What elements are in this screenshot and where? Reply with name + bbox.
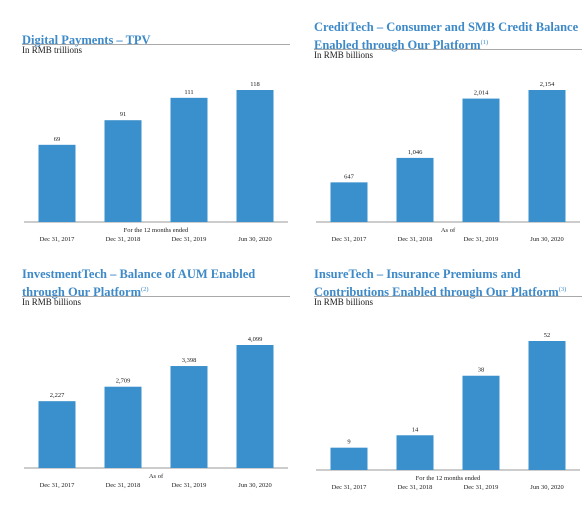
bar xyxy=(104,120,142,222)
tick-label: Dec 31, 2018 xyxy=(106,482,141,489)
bar-chart: 69 Dec 31, 2017 91 Dec 31, 2018 111 Dec 31, 2… xyxy=(24,81,288,243)
bar xyxy=(330,447,368,470)
tick-label: Jun 30, 2020 xyxy=(238,236,271,243)
bar xyxy=(104,386,142,468)
tick-label: Dec 31, 2019 xyxy=(172,236,207,243)
panel-credittech: CreditTech – Consumer and SMB Credit Bal… xyxy=(314,18,584,268)
unit-label: In RMB billions xyxy=(314,50,374,60)
bar xyxy=(462,375,500,470)
tick-label: Jun 30, 2020 xyxy=(530,484,563,491)
data-label: 2,227 xyxy=(50,392,65,399)
chart-title-text: Digital Payments – TPV xyxy=(22,33,151,48)
bar xyxy=(236,345,274,468)
data-label: 69 xyxy=(54,136,61,143)
bar xyxy=(170,366,208,468)
title-footnote: (2) xyxy=(140,286,149,293)
tick-label: Jun 30, 2020 xyxy=(238,482,271,489)
panel-insuretech: InsureTech – Insurance Premiums and Cont… xyxy=(314,265,584,515)
title-rule xyxy=(314,49,582,50)
bar xyxy=(528,341,566,470)
chart-title-text: InsureTech – Insurance Premiums and Cont… xyxy=(314,267,559,300)
tick-label: Dec 31, 2019 xyxy=(464,236,499,243)
bar xyxy=(236,90,274,222)
unit-label: In RMB trillions xyxy=(22,45,83,55)
panel-digital-payments: Digital Payments – TPV In RMB trillions … xyxy=(22,28,292,278)
title-footnote: (1) xyxy=(480,39,489,46)
data-label: 9 xyxy=(347,439,350,446)
bar-chart: 9 Dec 31, 2017 14 Dec 31, 2018 38 Dec 31, 201… xyxy=(316,332,580,491)
title-rule xyxy=(22,296,290,297)
data-label: 118 xyxy=(250,81,260,88)
bar xyxy=(170,97,208,222)
bar xyxy=(38,401,76,468)
tick-label: Dec 31, 2018 xyxy=(106,236,141,243)
data-label: 52 xyxy=(544,332,551,339)
unit-label: In RMB billions xyxy=(314,297,374,307)
chart-title-text: CreditTech – Consumer and SMB Credit Bal… xyxy=(314,20,579,53)
tick-label: Dec 31, 2019 xyxy=(172,482,207,489)
tick-label: Dec 31, 2019 xyxy=(464,484,499,491)
tick-label: Dec 31, 2017 xyxy=(40,482,76,489)
title-footnote: (3) xyxy=(558,286,567,293)
data-label: 2,709 xyxy=(116,378,131,385)
unit-label: In RMB billions xyxy=(22,297,82,307)
bar xyxy=(462,98,500,222)
bar-chart: 647 Dec 31, 2017 1,046 Dec 31, 2018 2,014 Dec… xyxy=(316,81,580,243)
bar-chart: 2,227 Dec 31, 2017 2,709 Dec 31, 2018 3,398 D… xyxy=(24,336,288,489)
tick-label: Dec 31, 2018 xyxy=(398,236,433,243)
bar xyxy=(38,144,76,222)
chart-title: Digital Payments – TPV xyxy=(22,30,290,48)
axis-note: For the 12 months ended xyxy=(124,227,189,234)
axis-note: As of xyxy=(441,227,456,234)
bar xyxy=(330,182,368,222)
panel-investmenttech: InvestmentTech – Balance of AUM Enabled … xyxy=(22,265,292,515)
chart-title: InsureTech – Insurance Premiums and Cont… xyxy=(314,267,582,300)
tick-label: Dec 31, 2017 xyxy=(332,484,368,491)
bar xyxy=(396,435,434,470)
tick-label: Dec 31, 2017 xyxy=(332,236,368,243)
axis-note: For the 12 months ended xyxy=(416,475,481,482)
data-label: 4,099 xyxy=(248,336,263,343)
axis-note: As of xyxy=(149,473,164,480)
tick-label: Dec 31, 2017 xyxy=(40,236,76,243)
tick-label: Jun 30, 2020 xyxy=(530,236,563,243)
chart-title: CreditTech – Consumer and SMB Credit Bal… xyxy=(314,20,582,53)
bar xyxy=(528,90,566,222)
data-label: 91 xyxy=(120,111,127,118)
data-label: 2,014 xyxy=(474,90,489,97)
chart-title-text: InvestmentTech – Balance of AUM Enabled … xyxy=(22,267,256,300)
data-label: 14 xyxy=(412,426,419,433)
title-rule xyxy=(314,296,582,297)
data-label: 38 xyxy=(478,367,485,374)
title-rule xyxy=(22,44,290,45)
bar xyxy=(396,157,434,222)
chart-title: InvestmentTech – Balance of AUM Enabled … xyxy=(22,267,290,300)
data-label: 2,154 xyxy=(540,81,555,88)
data-label: 1,046 xyxy=(408,149,423,156)
data-label: 111 xyxy=(184,89,193,96)
tick-label: Dec 31, 2018 xyxy=(398,484,433,491)
data-label: 647 xyxy=(344,173,355,180)
data-label: 3,398 xyxy=(182,357,197,364)
